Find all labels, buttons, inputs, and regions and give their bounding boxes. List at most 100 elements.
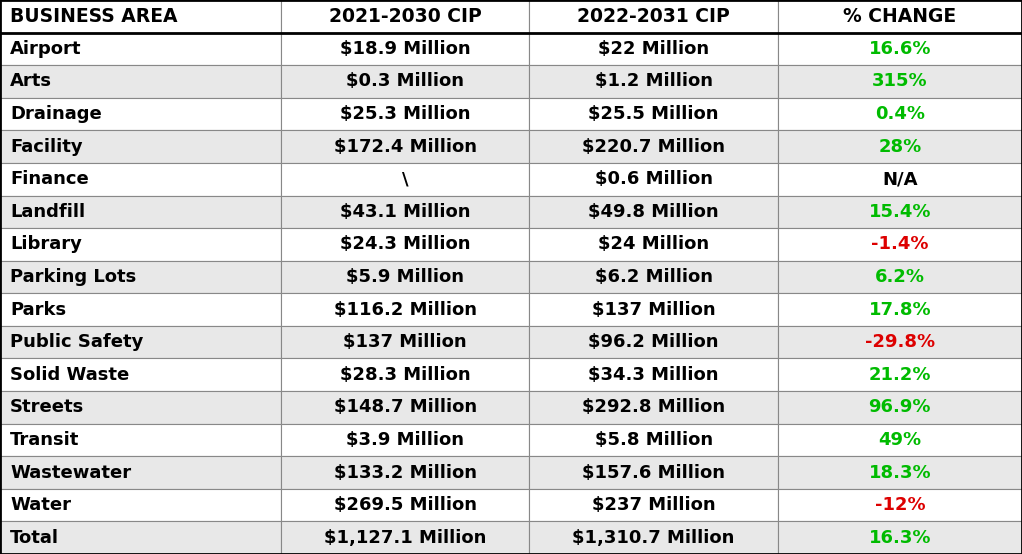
Bar (281, 196, 529, 228)
Bar (0, 424, 281, 456)
Text: $3.9 Million: $3.9 Million (346, 431, 464, 449)
Text: 17.8%: 17.8% (869, 301, 931, 319)
Bar (529, 33, 778, 65)
Text: Solid Waste: Solid Waste (10, 366, 130, 384)
Bar (0, 130, 281, 163)
Text: BUSINESS AREA: BUSINESS AREA (10, 7, 178, 26)
Text: $18.9 Million: $18.9 Million (340, 40, 470, 58)
Text: $237 Million: $237 Million (592, 496, 715, 514)
Bar (281, 424, 529, 456)
Text: $34.3 Million: $34.3 Million (589, 366, 718, 384)
Bar (0, 326, 281, 358)
Text: $157.6 Million: $157.6 Million (583, 464, 725, 481)
Bar (281, 163, 529, 196)
Bar (529, 0, 778, 33)
Text: $43.1 Million: $43.1 Million (340, 203, 470, 221)
Text: $5.8 Million: $5.8 Million (595, 431, 712, 449)
Text: $25.5 Million: $25.5 Million (589, 105, 718, 123)
Text: $133.2 Million: $133.2 Million (334, 464, 476, 481)
Text: Total: Total (10, 529, 59, 547)
Text: % CHANGE: % CHANGE (843, 7, 957, 26)
Bar (778, 521, 1022, 554)
Bar (778, 261, 1022, 293)
Text: 96.9%: 96.9% (869, 398, 931, 417)
Bar (0, 293, 281, 326)
Text: Streets: Streets (10, 398, 85, 417)
Bar (0, 261, 281, 293)
Bar (0, 65, 281, 98)
Text: $137 Million: $137 Million (343, 333, 467, 351)
Text: $116.2 Million: $116.2 Million (334, 301, 476, 319)
Text: N/A: N/A (882, 170, 918, 188)
Text: 0.4%: 0.4% (875, 105, 925, 123)
Bar (529, 261, 778, 293)
Text: Finance: Finance (10, 170, 89, 188)
Text: -29.8%: -29.8% (865, 333, 935, 351)
Text: $24 Million: $24 Million (598, 235, 709, 253)
Text: Parks: Parks (10, 301, 66, 319)
Bar (0, 98, 281, 130)
Bar (778, 489, 1022, 521)
Bar (778, 358, 1022, 391)
Bar (281, 293, 529, 326)
Text: Facility: Facility (10, 137, 83, 156)
Text: $22 Million: $22 Million (598, 40, 709, 58)
Bar (529, 456, 778, 489)
Bar (281, 33, 529, 65)
Bar (529, 293, 778, 326)
Text: $1,310.7 Million: $1,310.7 Million (572, 529, 735, 547)
Bar (0, 163, 281, 196)
Text: -1.4%: -1.4% (871, 235, 929, 253)
Bar (281, 261, 529, 293)
Bar (778, 163, 1022, 196)
Text: $292.8 Million: $292.8 Million (582, 398, 726, 417)
Text: $269.5 Million: $269.5 Million (334, 496, 476, 514)
Bar (529, 424, 778, 456)
Text: 315%: 315% (872, 73, 928, 90)
Text: $5.9 Million: $5.9 Million (346, 268, 464, 286)
Bar (281, 130, 529, 163)
Text: 49%: 49% (878, 431, 922, 449)
Bar (0, 521, 281, 554)
Bar (778, 0, 1022, 33)
Text: Wastewater: Wastewater (10, 464, 132, 481)
Bar (529, 326, 778, 358)
Text: $28.3 Million: $28.3 Million (340, 366, 470, 384)
Text: 15.4%: 15.4% (869, 203, 931, 221)
Bar (778, 293, 1022, 326)
Text: 16.6%: 16.6% (869, 40, 931, 58)
Text: 2021-2030 CIP: 2021-2030 CIP (329, 7, 481, 26)
Bar (778, 196, 1022, 228)
Bar (0, 228, 281, 261)
Bar (529, 196, 778, 228)
Text: $137 Million: $137 Million (592, 301, 715, 319)
Bar (778, 456, 1022, 489)
Text: 6.2%: 6.2% (875, 268, 925, 286)
Bar (529, 163, 778, 196)
Bar (281, 391, 529, 424)
Bar (0, 456, 281, 489)
Text: Parking Lots: Parking Lots (10, 268, 137, 286)
Text: $25.3 Million: $25.3 Million (340, 105, 470, 123)
Bar (529, 521, 778, 554)
Bar (281, 98, 529, 130)
Bar (281, 489, 529, 521)
Text: 28%: 28% (878, 137, 922, 156)
Bar (778, 98, 1022, 130)
Bar (778, 33, 1022, 65)
Bar (778, 424, 1022, 456)
Text: $0.6 Million: $0.6 Million (595, 170, 712, 188)
Text: -12%: -12% (875, 496, 925, 514)
Text: 16.3%: 16.3% (869, 529, 931, 547)
Text: $96.2 Million: $96.2 Million (589, 333, 718, 351)
Text: Drainage: Drainage (10, 105, 102, 123)
Text: 18.3%: 18.3% (869, 464, 931, 481)
Text: Airport: Airport (10, 40, 82, 58)
Bar (0, 196, 281, 228)
Text: Library: Library (10, 235, 82, 253)
Bar (529, 489, 778, 521)
Bar (281, 521, 529, 554)
Bar (529, 130, 778, 163)
Bar (0, 489, 281, 521)
Text: Transit: Transit (10, 431, 80, 449)
